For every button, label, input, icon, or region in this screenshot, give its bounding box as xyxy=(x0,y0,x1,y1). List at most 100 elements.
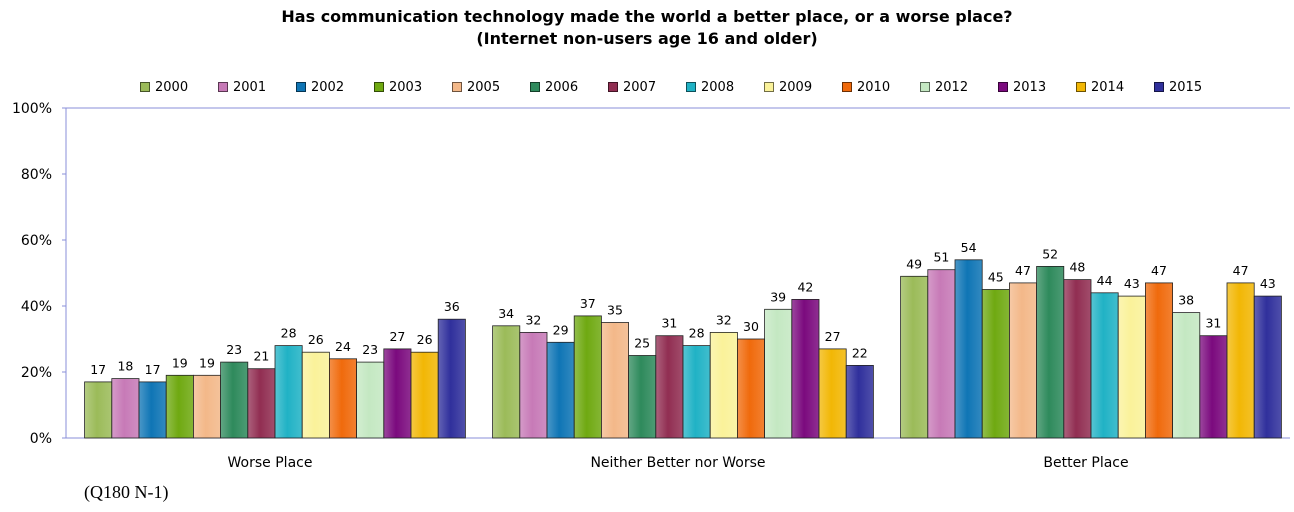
data-label: 21 xyxy=(253,349,269,364)
data-label: 17 xyxy=(90,362,106,377)
legend-label: 2007 xyxy=(623,79,657,95)
data-label: 35 xyxy=(607,303,623,318)
data-label: 25 xyxy=(634,336,650,351)
data-label: 26 xyxy=(308,332,324,347)
data-label: 54 xyxy=(961,240,977,255)
legend-item-2005: 2005 xyxy=(452,78,500,96)
legend-label: 2003 xyxy=(389,79,423,95)
data-label: 27 xyxy=(389,329,405,344)
legend-item-2001: 2001 xyxy=(218,78,266,96)
legend-swatch xyxy=(998,82,1008,92)
legend-swatch xyxy=(218,82,228,92)
legend-swatch xyxy=(608,82,618,92)
data-label: 18 xyxy=(117,359,133,374)
legend-label: 2006 xyxy=(545,79,579,95)
data-label: 19 xyxy=(199,355,215,370)
data-label: 42 xyxy=(797,279,813,294)
bar-2010 xyxy=(1145,282,1174,439)
data-label: 30 xyxy=(743,319,759,334)
legend-swatch xyxy=(530,82,540,92)
bar-2008 xyxy=(1090,292,1119,439)
chart-title: Has communication technology made the wo… xyxy=(0,6,1294,50)
bar-2003 xyxy=(573,315,602,439)
legend-label: 2015 xyxy=(1169,79,1203,95)
bar-2015 xyxy=(437,318,466,439)
data-label: 17 xyxy=(145,362,161,377)
legend-swatch xyxy=(374,82,384,92)
data-label: 28 xyxy=(689,326,705,341)
data-label: 47 xyxy=(1151,263,1167,278)
legend-label: 2008 xyxy=(701,79,735,95)
bar-2001 xyxy=(927,269,956,439)
legend-swatch xyxy=(296,82,306,92)
bar-2014 xyxy=(818,348,847,439)
chart-legend: 2000 2001 2002 2003 2005 2006 2007 2008 2009 2010… xyxy=(0,78,1294,96)
bar-2009 xyxy=(301,351,330,439)
bar-2000 xyxy=(84,381,113,439)
legend-item-2007: 2007 xyxy=(608,78,656,96)
legend-label: 2012 xyxy=(935,79,969,95)
legend-item-2014: 2014 xyxy=(1076,78,1124,96)
legend-label: 2000 xyxy=(155,79,189,95)
legend-item-2012: 2012 xyxy=(920,78,968,96)
y-tick-label: 80% xyxy=(21,167,52,183)
y-tick-label: 60% xyxy=(21,233,52,249)
bar-2003 xyxy=(981,289,1010,439)
y-tick-label: 40% xyxy=(21,299,52,315)
bar-2005 xyxy=(192,374,221,439)
y-tick-label: 20% xyxy=(21,365,52,381)
bar-2007 xyxy=(1063,279,1092,439)
bar-2012 xyxy=(356,361,385,439)
chart-title-line1: Has communication technology made the wo… xyxy=(281,7,1013,26)
legend-label: 2005 xyxy=(467,79,501,95)
legend-item-2013: 2013 xyxy=(998,78,1046,96)
data-label: 48 xyxy=(1069,260,1085,275)
bar-2015 xyxy=(1253,295,1282,439)
bar-2007 xyxy=(247,368,276,439)
bar-2006 xyxy=(628,355,657,439)
legend-swatch xyxy=(764,82,774,92)
legend-label: 2001 xyxy=(233,79,267,95)
legend-label: 2010 xyxy=(857,79,891,95)
data-label: 26 xyxy=(417,332,433,347)
bar-2002 xyxy=(138,381,167,439)
bar-2014 xyxy=(1226,282,1255,439)
bar-2010 xyxy=(737,338,766,439)
legend-swatch xyxy=(1076,82,1086,92)
legend-swatch xyxy=(452,82,462,92)
data-label: 37 xyxy=(580,296,596,311)
legend-label: 2009 xyxy=(779,79,813,95)
bar-2012 xyxy=(1172,312,1201,439)
chart-subtitle: (Internet non-users age 16 and older) xyxy=(476,29,818,48)
bar-2013 xyxy=(791,298,820,439)
bar-2006 xyxy=(220,361,249,439)
bar-2001 xyxy=(519,331,548,439)
data-label: 32 xyxy=(716,312,732,327)
legend-item-2002: 2002 xyxy=(296,78,344,96)
data-label: 24 xyxy=(335,339,351,354)
footnote: (Q180 N-1) xyxy=(84,482,169,502)
bar-2000 xyxy=(900,275,929,439)
bar-2005 xyxy=(601,322,630,439)
bar-2006 xyxy=(1036,265,1065,439)
legend-item-2008: 2008 xyxy=(686,78,734,96)
data-label: 52 xyxy=(1042,246,1058,261)
legend-item-2003: 2003 xyxy=(374,78,422,96)
data-label: 44 xyxy=(1097,273,1113,288)
data-label: 23 xyxy=(362,342,378,357)
bar-2008 xyxy=(274,345,303,439)
legend-swatch xyxy=(1154,82,1164,92)
y-tick-label: 0% xyxy=(30,431,52,447)
data-label: 47 xyxy=(1015,263,1031,278)
data-label: 51 xyxy=(933,250,949,265)
bar-2001 xyxy=(111,378,140,439)
bar-2013 xyxy=(383,348,412,439)
bar-2000 xyxy=(492,325,521,439)
bar-2014 xyxy=(410,351,439,439)
bar-2013 xyxy=(1199,335,1228,439)
bar-2015 xyxy=(845,364,874,439)
legend-label: 2014 xyxy=(1091,79,1125,95)
data-label: 23 xyxy=(226,342,242,357)
data-label: 43 xyxy=(1260,276,1276,291)
data-label: 45 xyxy=(988,270,1004,285)
